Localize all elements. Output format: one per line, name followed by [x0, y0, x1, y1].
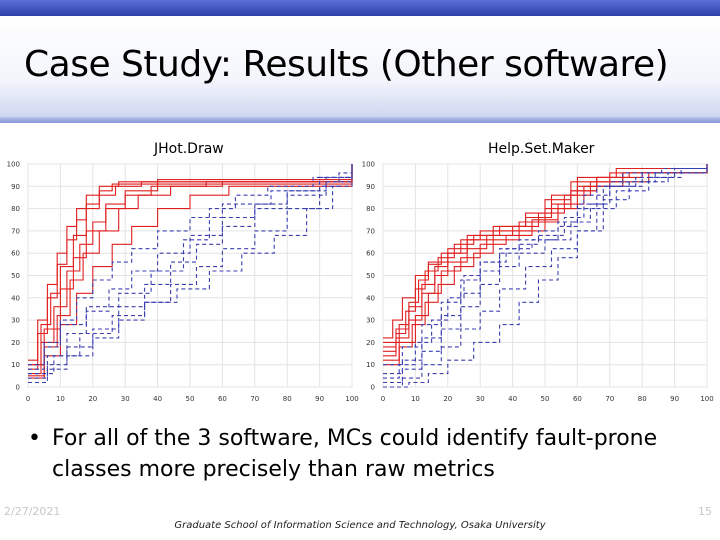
y-tick-label: 30	[366, 317, 375, 325]
y-tick-label: 40	[11, 294, 20, 302]
y-tick-label: 40	[366, 294, 375, 302]
mc-series-line	[383, 164, 708, 339]
y-tick-label: 90	[366, 183, 375, 191]
raw-metric-series-line	[383, 164, 708, 388]
y-tick-label: 60	[11, 250, 20, 258]
x-tick-label: 100	[345, 395, 358, 403]
mc-series-line	[28, 164, 353, 375]
y-tick-label: 50	[366, 272, 375, 280]
y-tick-label: 100	[7, 161, 20, 169]
chart-title-jhotdraw: JHot.Draw	[154, 141, 224, 157]
slide-top-bar	[0, 0, 720, 16]
y-tick-label: 100	[362, 161, 375, 169]
x-tick-label: 20	[88, 395, 97, 403]
y-tick-label: 50	[11, 272, 20, 280]
y-tick-label: 20	[11, 339, 20, 347]
raw-metric-series-line	[383, 164, 708, 388]
x-tick-label: 90	[315, 395, 324, 403]
raw-metric-series-line	[28, 164, 353, 379]
x-tick-label: 70	[250, 395, 259, 403]
y-tick-label: 30	[11, 317, 20, 325]
chart-helpsetmaker: 0 10 20 30 40 50 60 70 80 90 100 0 10 20 30 40 50 60 70 80 9…	[362, 161, 714, 404]
x-tick-label: 10	[411, 395, 420, 403]
y-tick-label: 10	[366, 361, 375, 369]
raw-metric-series-line	[28, 164, 353, 370]
x-tick-label: 60	[573, 395, 582, 403]
slide-date: 2/27/2021	[4, 505, 61, 518]
x-tick-label: 70	[605, 395, 614, 403]
x-tick-label: 40	[153, 395, 162, 403]
plot-area: 0 10 20 30 40 50 60 70 80 90 100 0 10 20 30 40 50 60 70 80 9…	[7, 161, 359, 404]
raw-metric-series-line	[383, 164, 708, 384]
x-tick-label: 100	[700, 395, 713, 403]
y-tick-label: 80	[11, 205, 20, 213]
x-tick-label: 0	[381, 395, 385, 403]
bullet-marker: •	[28, 426, 41, 451]
x-tick-label: 50	[541, 395, 550, 403]
x-tick-label: 60	[218, 395, 227, 403]
raw-metric-series-line	[383, 164, 708, 375]
slide-title: Case Study: Results (Other software)	[24, 44, 669, 85]
y-tick-label: 60	[366, 250, 375, 258]
raw-metric-series-line	[383, 164, 708, 366]
y-tick-label: 70	[366, 227, 375, 235]
raw-metric-series-line	[383, 164, 708, 379]
raw-metric-series-line	[28, 164, 353, 384]
mc-series-line	[383, 164, 708, 361]
y-tick-label: 0	[16, 384, 20, 392]
chart-jhotdraw: 0 10 20 30 40 50 60 70 80 90 100 0 10 20 30 40 50 60 70 80 9…	[7, 161, 359, 404]
slide-page-number: 15	[698, 505, 712, 518]
raw-metric-series-line	[28, 164, 353, 375]
x-tick-label: 30	[121, 395, 130, 403]
slide-footer: Graduate School of Information Science a…	[174, 520, 546, 531]
x-tick-label: 30	[476, 395, 485, 403]
y-tick-label: 80	[366, 205, 375, 213]
plot-area: 0 10 20 30 40 50 60 70 80 90 100 0 10 20 30 40 50 60 70 80 9…	[362, 161, 714, 404]
y-tick-label: 70	[11, 227, 20, 235]
x-tick-label: 80	[638, 395, 647, 403]
x-tick-label: 10	[56, 395, 65, 403]
x-tick-label: 50	[186, 395, 195, 403]
raw-metric-series-line	[28, 164, 353, 366]
chart-title-helpsetmaker: Help.Set.Maker	[488, 141, 595, 157]
x-tick-label: 40	[508, 395, 517, 403]
slide-title-bar	[0, 16, 720, 123]
y-tick-label: 10	[11, 361, 20, 369]
mc-series-line	[28, 164, 353, 370]
y-tick-label: 90	[11, 183, 20, 191]
x-tick-label: 0	[26, 395, 30, 403]
y-tick-label: 0	[371, 384, 375, 392]
x-tick-label: 90	[670, 395, 679, 403]
y-tick-label: 20	[366, 339, 375, 347]
x-tick-label: 80	[283, 395, 292, 403]
x-tick-label: 20	[443, 395, 452, 403]
bullet-text: For all of the 3 software, MCs could ide…	[52, 426, 658, 482]
